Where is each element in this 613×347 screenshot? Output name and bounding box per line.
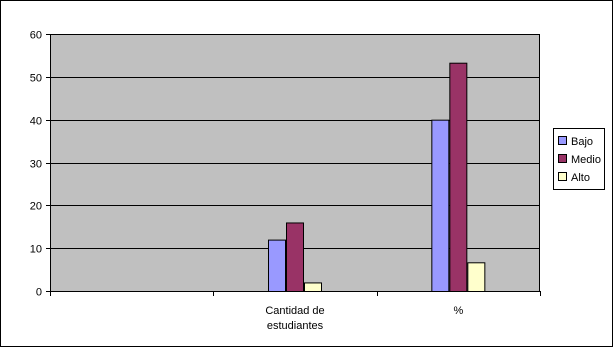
legend: Bajo Medio Alto (553, 128, 605, 190)
legend-swatch-bajo (558, 136, 567, 145)
y-tick-label: 30 (30, 159, 42, 171)
y-tick-label: 40 (30, 116, 42, 128)
legend-swatch-medio (558, 154, 567, 163)
legend-label-bajo: Bajo (571, 136, 593, 148)
y-tick-label: 20 (30, 201, 42, 213)
bar-medio (286, 222, 304, 292)
y-tick-label: 50 (30, 73, 42, 85)
x-tick-label: % (453, 305, 463, 317)
bar-bajo (268, 239, 286, 293)
y-tick-label: 60 (30, 30, 42, 42)
bar-alto (304, 282, 322, 292)
x-tick-label: Cantidad de (265, 305, 324, 317)
bars (268, 62, 486, 293)
x-tick-label: estudiantes (267, 320, 324, 332)
y-tick-label: 10 (30, 244, 42, 256)
legend-swatch-alto (558, 172, 567, 181)
legend-label-medio: Medio (571, 154, 601, 166)
bar-medio (449, 62, 468, 292)
bar-alto (467, 262, 486, 292)
axes: 0 10 20 30 40 50 60 Cantidad de estudiantes% (30, 30, 541, 332)
y-tick-label: 0 (36, 287, 42, 299)
bar-bajo (431, 119, 450, 292)
legend-label-alto: Alto (571, 172, 590, 184)
